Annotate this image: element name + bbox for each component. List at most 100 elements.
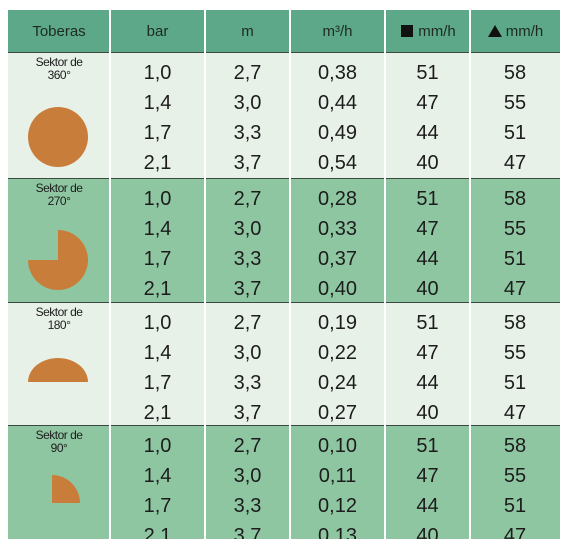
triangle-icon	[487, 25, 502, 37]
value-cell: 47	[503, 401, 527, 424]
value-cell: 44	[416, 371, 439, 394]
value-cell: 47	[503, 151, 527, 174]
value-cell: 2,1	[143, 524, 172, 539]
value-cell: 40	[416, 524, 439, 539]
value-cell: 3,7	[233, 277, 262, 300]
group-bg	[8, 52, 560, 178]
value-cell: 0,24	[318, 371, 357, 394]
value-cell: 1,0	[143, 187, 172, 210]
value-cell: 44	[416, 494, 439, 517]
group-border	[8, 178, 560, 179]
value-cell: 51	[503, 121, 527, 144]
value-cell: 3,0	[233, 341, 262, 364]
value-cell: 40	[416, 277, 439, 300]
sector-shape	[52, 475, 80, 503]
value-cell: 47	[416, 217, 439, 240]
value-cell: 44	[416, 121, 439, 144]
value-cell: 2,7	[233, 187, 262, 210]
value-cell: 1,4	[143, 341, 172, 364]
value-cell: 1,7	[143, 494, 172, 517]
value-cell: 0,49	[318, 121, 357, 144]
column-separator	[289, 10, 291, 539]
value-cell: 55	[503, 91, 527, 114]
sector-label: Sektor de 360°	[35, 55, 83, 82]
value-cell: 0,44	[318, 91, 357, 114]
group-bg	[8, 178, 560, 302]
value-cell: 3,3	[233, 121, 262, 144]
value-cell: 2,7	[233, 61, 262, 84]
value-cell: 1,4	[143, 464, 172, 487]
value-cell: 44	[416, 247, 439, 270]
value-cell: 51	[416, 434, 439, 457]
group-border	[8, 425, 560, 426]
value-cell: 0,13	[318, 524, 357, 539]
column-separator	[204, 10, 206, 539]
column-separator	[384, 10, 386, 539]
column-separator	[109, 10, 111, 539]
value-cell: 55	[503, 341, 527, 364]
header-cell: bar	[146, 22, 169, 40]
header-cell: m	[241, 22, 254, 40]
value-cell: 0,12	[318, 494, 357, 517]
value-cell: 55	[503, 464, 527, 487]
value-cell: 1,0	[143, 61, 172, 84]
value-cell: 0,37	[318, 247, 357, 270]
value-cell: 51	[503, 494, 527, 517]
value-cell: 58	[503, 61, 527, 84]
header-cell: mm/h	[470, 10, 560, 52]
value-cell: 3,0	[233, 91, 262, 114]
sector-shape	[28, 358, 88, 382]
value-cell: 0,28	[318, 187, 357, 210]
value-cell: 0,11	[318, 464, 357, 487]
value-cell: 51	[416, 311, 439, 334]
group-border	[8, 302, 560, 303]
value-cell: 3,3	[233, 247, 262, 270]
value-cell: 47	[416, 91, 439, 114]
value-cell: 0,22	[318, 341, 357, 364]
header-cell: m³/h	[322, 22, 353, 40]
column-separator	[469, 10, 471, 539]
value-cell: 51	[416, 61, 439, 84]
value-cell: 1,0	[143, 311, 172, 334]
value-cell: 40	[416, 401, 439, 424]
sector-shape	[28, 107, 88, 167]
value-cell: 1,4	[143, 91, 172, 114]
sector-shape	[28, 230, 88, 290]
value-cell: 51	[503, 371, 527, 394]
value-cell: 0,40	[318, 277, 357, 300]
value-cell: 3,3	[233, 371, 262, 394]
value-cell: 0,54	[318, 151, 357, 174]
value-cell: 51	[416, 187, 439, 210]
square-icon	[401, 25, 414, 37]
value-cell: 3,7	[233, 151, 262, 174]
sector-label: Sektor de 90°	[35, 428, 83, 455]
value-cell: 1,0	[143, 434, 172, 457]
value-cell: 3,7	[233, 524, 262, 539]
value-cell: 0,33	[318, 217, 357, 240]
value-cell: 3,0	[233, 464, 262, 487]
value-cell: 2,7	[233, 311, 262, 334]
value-cell: 2,1	[143, 277, 172, 300]
value-cell: 47	[416, 341, 439, 364]
value-cell: 40	[416, 151, 439, 174]
value-cell: 0,10	[318, 434, 357, 457]
group-bg	[8, 302, 560, 425]
value-cell: 1,7	[143, 121, 172, 144]
value-cell: 51	[503, 247, 527, 270]
value-cell: 1,7	[143, 247, 172, 270]
value-cell: 0,19	[318, 311, 357, 334]
value-cell: 3,0	[233, 217, 262, 240]
value-cell: 47	[503, 524, 527, 539]
value-cell: 0,27	[318, 401, 357, 424]
group-border	[8, 52, 560, 53]
value-cell: 0,38	[318, 61, 357, 84]
value-cell: 3,7	[233, 401, 262, 424]
sector-label: Sektor de 270°	[35, 181, 83, 208]
value-cell: 47	[503, 277, 527, 300]
group-bg	[8, 425, 560, 539]
value-cell: 55	[503, 217, 527, 240]
value-cell: 3,3	[233, 494, 262, 517]
sector-label: Sektor de 180°	[35, 305, 83, 332]
header-cell: mm/h	[385, 10, 470, 52]
